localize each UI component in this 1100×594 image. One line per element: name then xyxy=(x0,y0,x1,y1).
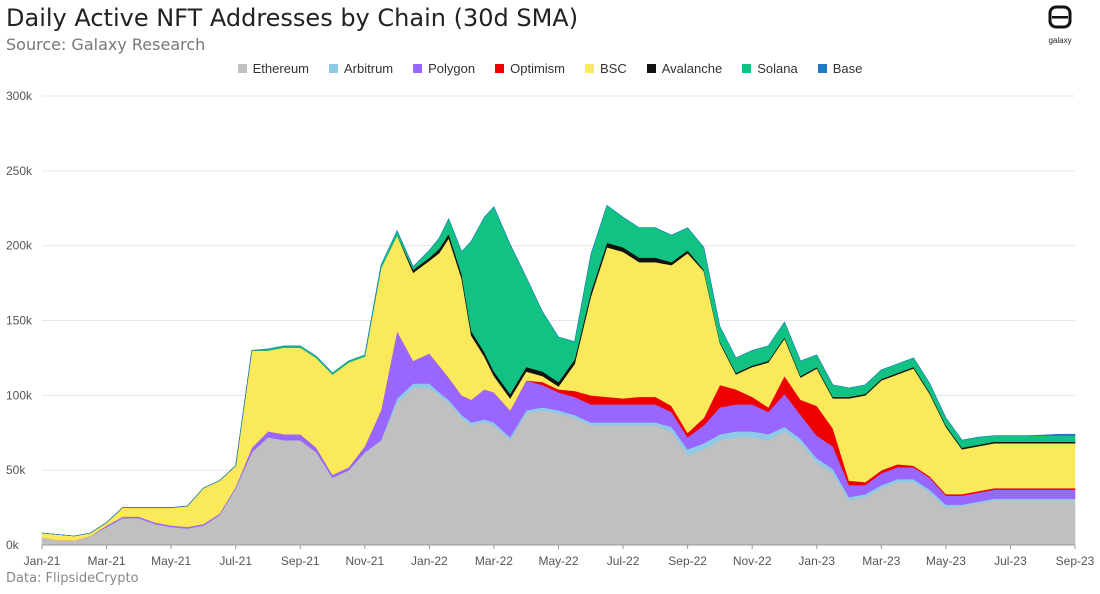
chart-legend: Ethereum Arbitrum Polygon Optimism BSC Avalan… xyxy=(0,61,1100,76)
legend-label: Avalanche xyxy=(661,61,723,76)
y-tick-label: 100k xyxy=(6,388,33,402)
legend-item-avalanche: Avalanche xyxy=(646,61,723,76)
x-tick-label: Sep-21 xyxy=(281,554,320,568)
chart-subtitle: Source: Galaxy Research xyxy=(6,35,206,54)
galaxy-logo: galaxy xyxy=(1040,4,1080,45)
x-tick-label: Jan-23 xyxy=(798,554,835,568)
legend-item-ethereum: Ethereum xyxy=(237,61,310,76)
legend-swatch xyxy=(329,64,339,74)
legend-swatch xyxy=(742,64,752,74)
legend-item-optimism: Optimism xyxy=(495,61,565,76)
legend-label: Base xyxy=(832,61,863,76)
legend-swatch xyxy=(413,64,423,74)
x-tick-label: May-22 xyxy=(538,554,578,568)
legend-label: BSC xyxy=(600,61,627,76)
y-tick-label: 200k xyxy=(6,239,33,253)
y-tick-label: 50k xyxy=(6,463,26,477)
x-tick-label: Mar-22 xyxy=(475,554,513,568)
legend-swatch xyxy=(237,64,247,74)
x-tick-label: May-21 xyxy=(151,554,191,568)
x-tick-label: Nov-21 xyxy=(345,554,384,568)
legend-label: Polygon xyxy=(428,61,476,76)
galaxy-logo-icon xyxy=(1048,5,1072,29)
x-tick-label: Sep-22 xyxy=(668,554,707,568)
legend-label: Ethereum xyxy=(252,61,310,76)
legend-item-polygon: Polygon xyxy=(413,61,475,76)
x-tick-label: Nov-22 xyxy=(733,554,772,568)
y-tick-label: 150k xyxy=(6,314,33,328)
x-tick-label: Mar-21 xyxy=(88,554,126,568)
y-tick-label: 300k xyxy=(6,89,33,103)
legend-label: Arbitrum xyxy=(344,61,394,76)
x-tick-label: Sep-23 xyxy=(1056,554,1095,568)
galaxy-logo-text: galaxy xyxy=(1048,36,1072,45)
legend-item-arbitrum: Arbitrum xyxy=(329,61,393,76)
legend-item-bsc: BSC xyxy=(585,61,627,76)
y-tick-label: 250k xyxy=(6,164,33,178)
legend-swatch xyxy=(585,64,595,74)
legend-label: Solana xyxy=(757,61,798,76)
chart-title: Daily Active NFT Addresses by Chain (30d… xyxy=(6,4,579,32)
axis-layer: 0k 50k 100k 150k 200k 250k 300k Jan-21 Mar-21 May… xyxy=(6,89,1095,568)
legend-item-base: Base xyxy=(817,61,863,76)
legend-swatch xyxy=(646,64,656,74)
legend-item-solana: Solana xyxy=(742,61,798,76)
area-series-base xyxy=(41,204,1076,537)
legend-label: Optimism xyxy=(510,61,566,76)
area-layer xyxy=(41,204,1076,546)
y-tick-label: 0k xyxy=(6,538,20,552)
x-tick-label: May-23 xyxy=(926,554,966,568)
x-tick-label: Jul-23 xyxy=(994,554,1027,568)
x-tick-label: Jul-21 xyxy=(219,554,252,568)
x-tick-label: Jan-21 xyxy=(24,554,61,568)
x-tick-label: Jul-22 xyxy=(607,554,640,568)
legend-swatch xyxy=(817,64,827,74)
x-tick-label: Mar-23 xyxy=(862,554,900,568)
data-footnote: Data: FlipsideCrypto xyxy=(6,571,139,586)
x-tick-label: Jan-22 xyxy=(411,554,448,568)
legend-swatch xyxy=(495,64,505,74)
